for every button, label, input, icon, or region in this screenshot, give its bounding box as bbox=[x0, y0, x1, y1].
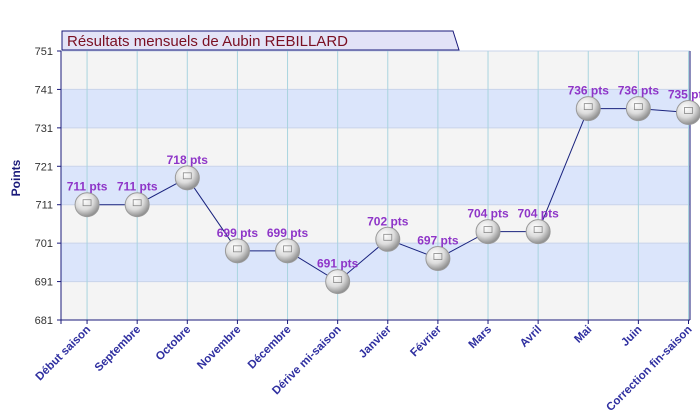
x-tick-label: Correction fin-saison bbox=[604, 324, 694, 414]
x-tick-label: Février bbox=[408, 323, 444, 359]
data-label: 702 pts bbox=[367, 214, 409, 228]
data-label: 736 pts bbox=[618, 84, 660, 98]
marker-emblem bbox=[383, 233, 393, 241]
data-label: 704 pts bbox=[467, 207, 509, 221]
data-label: 711 pts bbox=[67, 180, 108, 194]
chart-title: Résultats mensuels de Aubin REBILLARD bbox=[67, 33, 348, 50]
marker-emblem bbox=[182, 172, 192, 180]
data-point-marker bbox=[124, 192, 150, 218]
marker-emblem bbox=[533, 226, 543, 234]
data-point-marker bbox=[525, 219, 551, 245]
y-tick-label: 701 bbox=[35, 238, 53, 250]
x-tick-labels: Début saison Septembre Octobre Novembre Déce… bbox=[34, 320, 695, 414]
data-point-marker bbox=[375, 226, 401, 252]
data-point-marker bbox=[174, 165, 200, 191]
data-point-marker bbox=[425, 246, 451, 272]
x-tick-label: Novembre bbox=[195, 324, 243, 372]
data-point-marker bbox=[224, 238, 250, 264]
data-label: 711 pts bbox=[117, 180, 158, 194]
x-tick-label: Avril bbox=[518, 324, 544, 350]
marker-emblem bbox=[132, 199, 142, 207]
x-tick-label: Mai bbox=[572, 324, 594, 346]
marker-emblem bbox=[283, 245, 292, 253]
marker-emblem bbox=[483, 226, 493, 234]
plot-band bbox=[61, 127, 690, 167]
chart-title-box: Résultats mensuels de Aubin REBILLARD bbox=[61, 30, 460, 51]
x-tick-label: Décembre bbox=[246, 324, 294, 372]
data-point-marker bbox=[475, 219, 501, 245]
y-tick-label: 691 bbox=[35, 277, 53, 289]
plot-band bbox=[61, 281, 690, 320]
marker-emblem bbox=[633, 103, 643, 111]
data-label: 691 pts bbox=[317, 257, 359, 271]
y-tick-labels: 681 691 701 711 721 731 741 751 bbox=[35, 46, 61, 327]
data-label: 718 pts bbox=[167, 153, 209, 167]
data-label: 697 pts bbox=[417, 234, 459, 248]
data-label: 699 pts bbox=[267, 226, 309, 240]
data-label: 704 pts bbox=[517, 207, 559, 221]
y-tick-label: 751 bbox=[35, 46, 53, 58]
y-tick-label: 731 bbox=[35, 123, 53, 135]
y-tick-label: 721 bbox=[35, 161, 53, 173]
vertical-gridlines bbox=[86, 51, 689, 320]
plot-band bbox=[61, 204, 690, 244]
x-tick-label: Septembre bbox=[93, 324, 144, 375]
plot-band bbox=[61, 166, 690, 205]
data-markers bbox=[74, 96, 700, 295]
y-tick-label: 711 bbox=[35, 200, 53, 212]
y-axis-label: Points bbox=[9, 159, 23, 196]
x-tick-label: Octobre bbox=[154, 324, 194, 364]
data-label: 735 pts bbox=[668, 87, 700, 101]
x-tick-label: Mars bbox=[467, 324, 494, 351]
plot-band bbox=[61, 243, 690, 282]
data-point-marker bbox=[675, 99, 700, 125]
plot-band bbox=[61, 51, 690, 90]
data-point-marker bbox=[275, 238, 301, 264]
marker-emblem bbox=[233, 245, 242, 253]
data-point-marker bbox=[74, 192, 100, 218]
marker-emblem bbox=[684, 107, 693, 114]
marker-emblem bbox=[583, 103, 593, 111]
x-tick-label: Janvier bbox=[357, 323, 394, 360]
data-point-marker bbox=[575, 96, 601, 122]
x-tick-label: Début saison bbox=[34, 324, 94, 384]
x-tick-label: Juin bbox=[619, 324, 644, 349]
marker-emblem bbox=[333, 276, 343, 283]
marker-emblem bbox=[433, 253, 443, 260]
y-tick-label: 741 bbox=[35, 84, 53, 96]
data-point-marker bbox=[325, 269, 351, 295]
data-label: 699 pts bbox=[217, 226, 259, 240]
data-point-marker bbox=[625, 96, 651, 122]
data-labels: 711 pts 711 pts 718 pts 699 pts 699 pts 691 p… bbox=[67, 84, 700, 271]
marker-emblem bbox=[82, 199, 92, 207]
data-label: 736 pts bbox=[568, 84, 610, 98]
y-tick-label: 681 bbox=[35, 315, 53, 327]
axes bbox=[57, 51, 691, 324]
